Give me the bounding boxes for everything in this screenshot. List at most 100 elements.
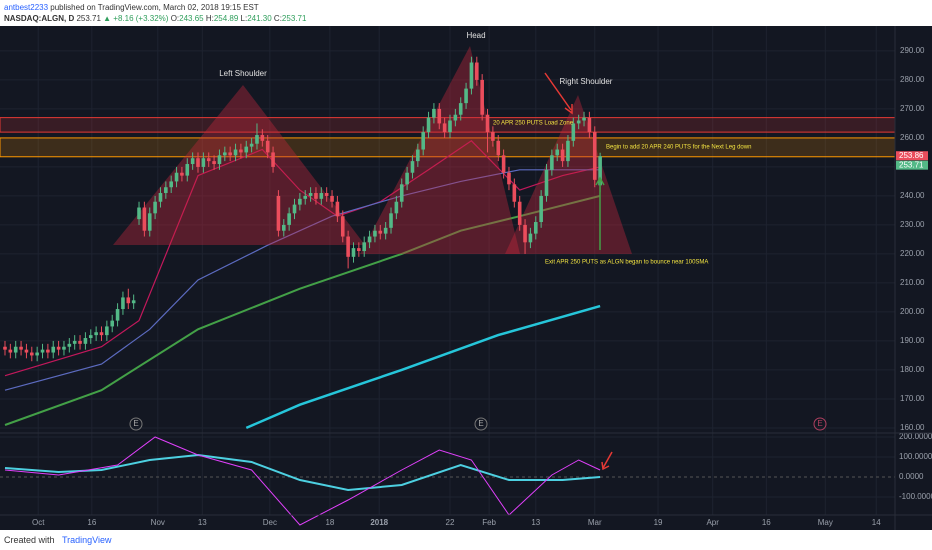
candle-body [244, 146, 249, 153]
candle-body [271, 152, 275, 167]
candle-body [35, 352, 39, 356]
candle-body [448, 120, 452, 133]
background [0, 26, 932, 530]
candle-body [491, 132, 495, 141]
osc-tick-label: 100.0000 [899, 452, 932, 461]
y-tick-label: 270.00 [900, 104, 925, 113]
candle-body [480, 79, 484, 115]
close: 253.71 [281, 14, 307, 23]
brand[interactable]: TradingView [62, 535, 112, 545]
candle-body [324, 193, 329, 196]
created: Created with [4, 535, 55, 545]
last: 253.71 [76, 14, 101, 23]
arrow [544, 72, 572, 111]
x-tick-label: 13 [531, 518, 540, 527]
candle-body [131, 300, 136, 304]
candle-body [357, 248, 361, 252]
candle-body [67, 343, 72, 347]
candle-body [249, 143, 254, 147]
earnings-marker[interactable] [813, 417, 827, 431]
candle-body [212, 161, 216, 165]
arrow-head [595, 176, 605, 186]
candle-body [158, 193, 163, 202]
candle-body [239, 149, 243, 153]
candle-body [8, 349, 13, 353]
candle-body [228, 152, 232, 156]
candle-body [319, 193, 324, 199]
candle-body [88, 335, 93, 339]
annotation: Head [466, 31, 485, 40]
y-tick-label: 180.00 [900, 365, 925, 374]
candle-body [99, 332, 104, 336]
earnings-marker[interactable] [474, 417, 488, 431]
candle-body [206, 158, 211, 162]
price-label-box [896, 151, 928, 161]
candle-body [539, 195, 543, 223]
candle-body [185, 164, 190, 176]
symbol: NASDAQ:ALGN, D [4, 14, 75, 23]
candle-body [276, 195, 281, 231]
candle-body [72, 340, 77, 344]
candle-body [378, 230, 383, 234]
y-tick-label: 220.00 [900, 249, 925, 258]
candle-body [164, 187, 168, 194]
x-tick-label: 16 [762, 518, 771, 527]
earnings-label: E [817, 419, 822, 428]
candle-body [265, 140, 270, 153]
candle-body [169, 181, 173, 188]
y-tick-label: 200.00 [900, 307, 925, 316]
price-label: 253.71 [899, 160, 924, 169]
candle-body [523, 224, 527, 243]
candle-body [576, 120, 581, 124]
x-tick-label: Dec [263, 518, 277, 527]
candle-body [201, 158, 206, 167]
candle-body [410, 161, 415, 173]
candle-body [533, 222, 538, 234]
arrow-head [601, 461, 610, 471]
candle-body [485, 114, 490, 133]
candle-body [137, 207, 141, 220]
moving-average [4, 169, 601, 391]
osc-tick-label: -100.0000 [899, 492, 932, 501]
candle-body [196, 158, 200, 167]
candle-body [56, 346, 61, 350]
candle-body [507, 172, 511, 185]
user[interactable]: antbest2233 [4, 3, 49, 12]
candle-body [292, 204, 297, 214]
candle-body [464, 88, 468, 104]
candle-body [469, 62, 474, 89]
candle-body [29, 352, 34, 356]
candle-body [83, 338, 88, 344]
annotation: Exit APR 250 PUTS as ALGN began to bounc… [545, 260, 708, 266]
x-tick-label: 18 [325, 518, 334, 527]
y-tick-label: 190.00 [900, 336, 925, 345]
candle-body [458, 103, 463, 115]
candle-body [223, 152, 227, 156]
candle-body [62, 346, 66, 350]
candle-body [51, 346, 56, 353]
candle-body [373, 230, 377, 237]
candle-body [592, 132, 597, 180]
candle-body [566, 140, 570, 162]
candle-body [281, 224, 286, 231]
candle-body [121, 297, 125, 310]
candle-body [351, 248, 356, 257]
candle-body [142, 207, 147, 231]
candle-body [442, 123, 447, 133]
candle-body [314, 193, 318, 199]
candle-body [555, 149, 560, 156]
chart: 160.00170.00180.00190.00200.00210.00220.… [0, 26, 932, 530]
y-tick-label: 260.00 [900, 133, 925, 142]
candle-body [126, 297, 131, 304]
osc-tick-label: 200.0000 [899, 432, 932, 441]
oscillator-line [4, 453, 601, 492]
candle-body [217, 155, 222, 165]
candle-body [582, 117, 586, 121]
earnings-marker[interactable] [129, 417, 143, 431]
candle-body [105, 326, 109, 336]
x-tick-label: Apr [706, 518, 719, 527]
y-tick-label: 170.00 [900, 394, 925, 403]
candle-body [405, 172, 409, 185]
candle-body [550, 155, 554, 170]
y-tick-label: 230.00 [900, 220, 925, 229]
